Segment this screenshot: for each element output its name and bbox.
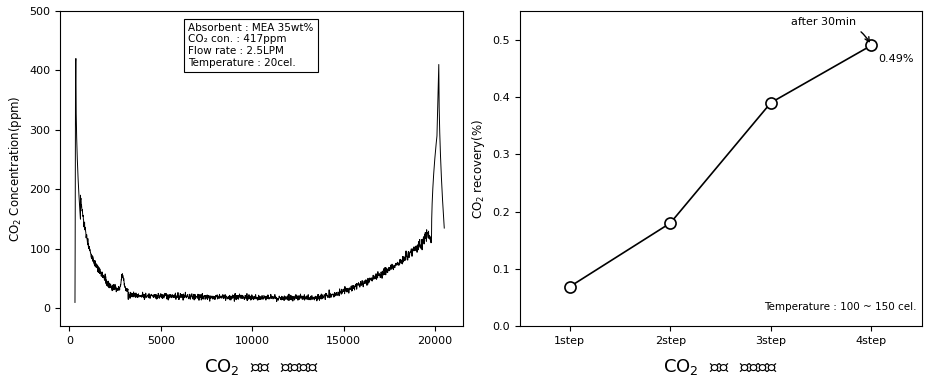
Text: Temperature : 100 ~ 150 cel.: Temperature : 100 ~ 150 cel. (764, 302, 916, 312)
Y-axis label: CO$_2$ recovery(%): CO$_2$ recovery(%) (469, 119, 486, 218)
X-axis label: CO$_2$  흡수  재생평가: CO$_2$ 흡수 재생평가 (663, 357, 777, 377)
Text: 0.49%: 0.49% (878, 54, 913, 64)
Text: after 30min: after 30min (790, 17, 869, 41)
Y-axis label: CO$_2$ Concentration(ppm): CO$_2$ Concentration(ppm) (6, 95, 24, 242)
Text: Absorbent : MEA 35wt%
CO₂ con. : 417ppm
Flow rate : 2.5LPM
Temperature : 20cel.: Absorbent : MEA 35wt% CO₂ con. : 417ppm … (188, 23, 314, 68)
X-axis label: CO$_2$  흡수  성능평가: CO$_2$ 흡수 성능평가 (204, 357, 318, 377)
